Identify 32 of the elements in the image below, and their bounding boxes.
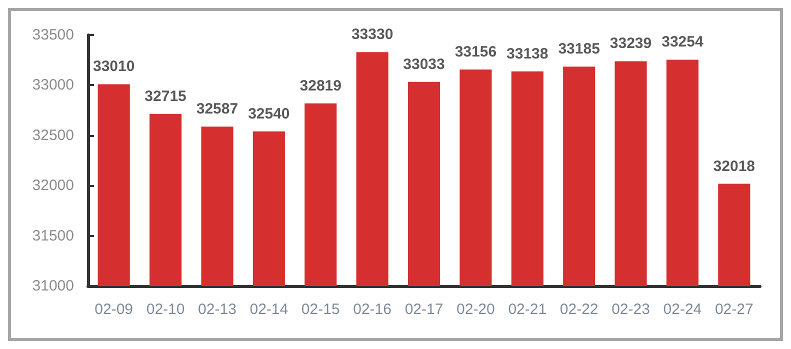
y-tick-label: 33000 <box>32 76 74 94</box>
data-label: 33138 <box>506 45 548 62</box>
data-label: 32819 <box>300 77 342 94</box>
y-tick-label: 31500 <box>32 227 74 244</box>
x-tick-label: 02-20 <box>456 301 495 318</box>
data-label: 33330 <box>351 26 394 44</box>
data-label: 32715 <box>144 88 186 105</box>
x-tick-label: 02-21 <box>508 301 547 318</box>
data-label: 32018 <box>713 158 756 175</box>
y-tick-label: 32500 <box>32 126 74 144</box>
x-tick-label: 02-22 <box>560 301 598 318</box>
data-label: 32587 <box>196 100 238 118</box>
data-label: 33033 <box>403 56 445 73</box>
x-tick-label: 02-10 <box>146 301 185 318</box>
x-tick-label: 02-27 <box>714 301 754 318</box>
x-tick-label: 02-15 <box>301 301 340 318</box>
y-tick-label: 32000 <box>32 177 74 194</box>
x-tick-label: 02-23 <box>612 301 650 318</box>
y-tick-label: 31000 <box>32 278 74 294</box>
data-label: 33010 <box>92 58 135 76</box>
data-label: 33156 <box>454 44 497 61</box>
data-label: 33254 <box>662 34 704 51</box>
x-tick-label: 02-14 <box>250 301 288 318</box>
x-tick-label: 02-16 <box>353 301 392 318</box>
x-tick-label: 02-13 <box>198 301 236 318</box>
x-tick-label: 02-17 <box>404 301 444 318</box>
x-tick-label: 02-09 <box>94 301 134 318</box>
data-label: 32540 <box>248 105 290 122</box>
y-tick-label: 33500 <box>32 26 74 44</box>
data-label: 33185 <box>558 40 600 58</box>
data-label: 33239 <box>610 35 652 52</box>
x-tick-label: 02-24 <box>663 301 702 318</box>
